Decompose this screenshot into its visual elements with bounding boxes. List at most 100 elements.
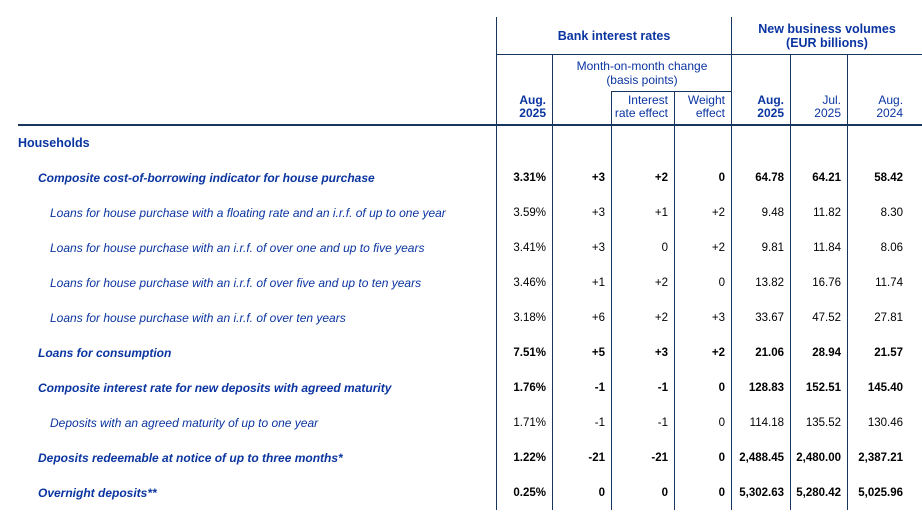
cell-value: 47.52	[791, 300, 848, 335]
table-row: Deposits with an agreed maturity of up t…	[0, 405, 922, 440]
cell-value: 152.51	[791, 370, 848, 405]
bank-interest-rates-title: Bank interest rates	[557, 28, 671, 43]
cell-value: +2	[675, 230, 732, 265]
table-row: Loans for house purchase with a floating…	[0, 195, 922, 230]
cell-value	[848, 125, 922, 160]
cell-value: 1.76%	[497, 370, 553, 405]
cell-value	[675, 125, 732, 160]
cell-value: 5,025.96	[858, 486, 904, 499]
cell-value: +3	[553, 160, 612, 195]
row-label: Deposits redeemable at notice of up to t…	[0, 440, 497, 475]
header-divider-line	[18, 124, 922, 126]
cell-value: 1.22%	[497, 440, 553, 475]
cell-value: 21.57	[874, 346, 904, 359]
cell-value	[612, 125, 675, 160]
column-header-mom-total	[553, 91, 612, 125]
cell-value: 114.18	[732, 405, 791, 440]
bank-interest-rates-group-header: Bank interest rates	[497, 17, 732, 55]
cell-value: 2,488.45	[732, 440, 791, 475]
cell-value: 0	[612, 475, 675, 510]
column-header-interest-rate-effect: Interest rate effect	[612, 91, 675, 125]
cell-value: +3	[553, 230, 612, 265]
cell-value: +1	[553, 265, 612, 300]
cell-value	[732, 125, 791, 160]
new-business-volumes-unit: (EUR billions)	[786, 35, 868, 50]
cell-value: +3	[612, 335, 675, 370]
table-row: Loans for house purchase with an i.r.f. …	[0, 265, 922, 300]
row-label: Loans for house purchase with a floating…	[0, 195, 497, 230]
cell-value: 1.71%	[497, 405, 553, 440]
cell-value: 0	[675, 405, 732, 440]
cell-value: 128.83	[732, 370, 791, 405]
cell-value: 3.41%	[497, 230, 553, 265]
cell-value: +1	[612, 195, 675, 230]
label-column-header	[0, 17, 497, 125]
table-row: Loans for house purchase with an i.r.f. …	[0, 230, 922, 265]
column-header-volumes-aug-2024: Aug. 2024	[876, 93, 904, 120]
column-header-volumes-aug-2025: Aug. 2025	[732, 55, 791, 125]
table-row: Households	[0, 125, 922, 160]
cell-value: 0	[553, 475, 612, 510]
cell-value: -21	[612, 440, 675, 475]
cell-value: 3.59%	[497, 195, 553, 230]
cell-value: +2	[612, 300, 675, 335]
table-row: Overnight deposits** 0.25% 0 0 0 5,302.63 5,28…	[0, 475, 922, 510]
cell-value: +2	[612, 265, 675, 300]
cell-value: 135.52	[791, 405, 848, 440]
cell-value: 8.30	[880, 206, 904, 219]
table-row: Composite cost-of-borrowing indicator fo…	[0, 160, 922, 195]
column-header-rates-aug-2025: Aug. 2025	[497, 55, 553, 125]
cell-value: -1	[553, 370, 612, 405]
table-body: Households Composite cost-of-borrowing in…	[0, 125, 922, 510]
new-business-volumes-title: New business volumes	[758, 21, 896, 36]
cell-value: 5,302.63	[732, 475, 791, 510]
cell-value: +3	[675, 300, 732, 335]
row-label: Loans for house purchase with an i.r.f. …	[0, 230, 497, 265]
cell-value: +5	[553, 335, 612, 370]
row-label: Deposits with an agreed maturity of up t…	[0, 405, 497, 440]
cell-value: 11.84	[791, 230, 848, 265]
cell-value: 2,387.21	[858, 451, 904, 464]
cell-value	[791, 125, 848, 160]
cell-value: 16.76	[791, 265, 848, 300]
cell-value: 0	[675, 440, 732, 475]
row-label: Loans for house purchase with an i.r.f. …	[0, 300, 497, 335]
cell-value: 3.18%	[497, 300, 553, 335]
cell-value: 58.42	[874, 171, 904, 184]
table-row: Composite interest rate for new deposits…	[0, 370, 922, 405]
row-label: Composite interest rate for new deposits…	[0, 370, 497, 405]
row-label: Composite cost-of-borrowing indicator fo…	[0, 160, 497, 195]
table-row: Deposits redeemable at notice of up to t…	[0, 440, 922, 475]
cell-value: 9.48	[732, 195, 791, 230]
cell-value: -21	[553, 440, 612, 475]
cell-value: -1	[612, 370, 675, 405]
cell-value: 28.94	[791, 335, 848, 370]
cell-value: -1	[612, 405, 675, 440]
cell-value: 11.82	[791, 195, 848, 230]
cell-value: -1	[553, 405, 612, 440]
cell-value: 2,480.00	[791, 440, 848, 475]
month-on-month-change-header: Month-on-month change (basis points)	[553, 55, 732, 91]
cell-value: 0	[675, 265, 732, 300]
cell-value: 13.82	[732, 265, 791, 300]
cell-value: 9.81	[732, 230, 791, 265]
cell-value: +2	[612, 160, 675, 195]
cell-value: 145.40	[867, 381, 904, 394]
row-label: Loans for consumption	[0, 335, 497, 370]
cell-value: 64.78	[732, 160, 791, 195]
cell-value: 8.06	[880, 241, 904, 254]
cell-value: +3	[553, 195, 612, 230]
cell-value: +2	[675, 335, 732, 370]
cell-value: 64.21	[791, 160, 848, 195]
column-header-volumes-jul-2025: Jul. 2025	[791, 55, 848, 125]
table-row: Loans for house purchase with an i.r.f. …	[0, 300, 922, 335]
cell-value: +6	[553, 300, 612, 335]
row-label: Loans for house purchase with an i.r.f. …	[0, 265, 497, 300]
cell-value: 5,280.42	[791, 475, 848, 510]
cell-value: 130.46	[867, 416, 904, 429]
cell-value: 27.81	[874, 311, 904, 324]
row-label: Overnight deposits**	[0, 475, 497, 510]
cell-value	[497, 125, 553, 160]
cell-value: 7.51%	[497, 335, 553, 370]
